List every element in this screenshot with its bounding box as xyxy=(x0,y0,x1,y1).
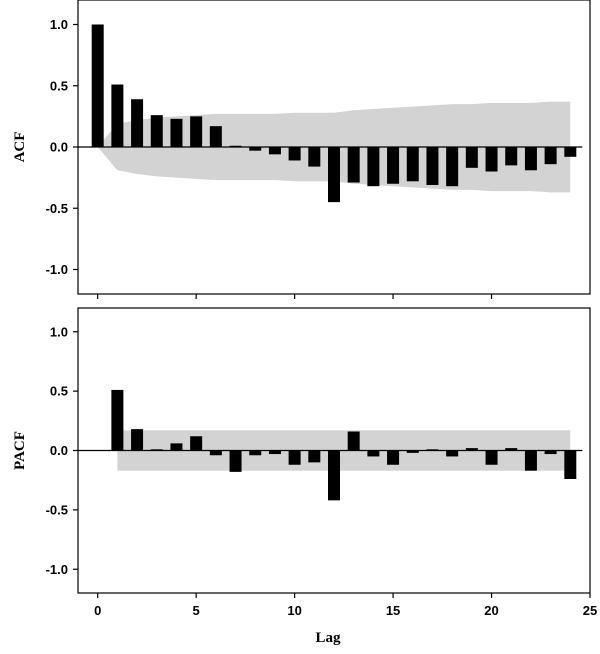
y-tick-label: -1.0 xyxy=(46,562,68,577)
bar-lag-10 xyxy=(288,147,301,161)
acf-bars xyxy=(91,24,577,203)
y-tick-label: 1.0 xyxy=(50,17,68,32)
acf-y-axis: 1.0 0.5 0.0 -0.5 -1.0 xyxy=(46,17,78,277)
bar-lag-13 xyxy=(347,431,360,451)
x-tick-label: 5 xyxy=(193,603,200,618)
bar-lag-14 xyxy=(367,450,380,457)
bar-lag-9 xyxy=(268,147,281,155)
y-tick-label: -0.5 xyxy=(46,502,68,517)
bar-lag-0 xyxy=(91,24,104,147)
bar-lag-14 xyxy=(367,147,380,187)
y-tick-label: 0.5 xyxy=(50,78,68,93)
bar-lag-18 xyxy=(446,147,459,187)
x-axis-title: Lag xyxy=(315,630,341,646)
bar-lag-1 xyxy=(111,389,124,451)
bar-lag-1 xyxy=(111,84,124,147)
acf-x-axis xyxy=(97,294,493,299)
acf-panel: 1.0 0.5 0.0 -0.5 -1.0 ACF xyxy=(12,0,591,299)
bar-lag-6 xyxy=(209,126,222,147)
y-tick-label: 0.5 xyxy=(50,384,68,399)
bar-lag-11 xyxy=(308,450,321,463)
y-tick-label: -0.5 xyxy=(46,201,68,216)
bar-lag-11 xyxy=(308,147,321,167)
acf-y-axis-title: ACF xyxy=(12,132,28,163)
bar-lag-6 xyxy=(209,450,222,456)
bar-lag-21 xyxy=(505,147,518,166)
bar-lag-20 xyxy=(485,147,498,172)
x-tick-label: 25 xyxy=(583,603,597,618)
bar-lag-2 xyxy=(131,429,144,451)
bar-lag-5 xyxy=(190,436,203,451)
bar-lag-7 xyxy=(229,145,242,147)
bar-lag-17 xyxy=(426,147,439,185)
bar-lag-15 xyxy=(387,147,400,184)
pacf-x-axis: 0 5 10 15 20 25 xyxy=(94,593,597,618)
pacf-y-axis: 1.0 0.5 0.0 -0.5 -1.0 xyxy=(46,324,78,577)
bar-lag-4 xyxy=(170,118,183,147)
bar-lag-21 xyxy=(505,448,518,451)
bar-lag-23 xyxy=(544,450,557,455)
bar-lag-23 xyxy=(544,147,557,165)
x-tick-label: 0 xyxy=(94,603,101,618)
y-tick-label: -1.0 xyxy=(46,262,68,277)
bar-lag-13 xyxy=(347,147,360,183)
bar-lag-22 xyxy=(524,450,537,471)
bar-lag-22 xyxy=(524,147,537,171)
bar-lag-2 xyxy=(131,99,144,147)
bar-lag-16 xyxy=(406,450,419,453)
bar-lag-18 xyxy=(446,450,459,457)
pacf-y-axis-title: PACF xyxy=(12,431,28,470)
bar-lag-8 xyxy=(249,147,262,151)
bar-lag-10 xyxy=(288,450,301,465)
bar-lag-20 xyxy=(485,450,498,465)
bar-lag-9 xyxy=(268,450,281,455)
bar-lag-15 xyxy=(387,450,400,465)
y-tick-label: 0.0 xyxy=(50,140,68,155)
bar-lag-24 xyxy=(564,147,577,157)
bar-lag-16 xyxy=(406,147,419,182)
bar-lag-3 xyxy=(150,115,163,147)
bar-lag-12 xyxy=(328,450,340,501)
pacf-panel: 1.0 0.5 0.0 -0.5 -1.0 0 5 10 15 20 25 PACF xyxy=(12,307,597,618)
x-tick-label: 10 xyxy=(287,603,301,618)
bar-lag-24 xyxy=(564,450,577,479)
bar-lag-5 xyxy=(190,116,203,147)
bar-lag-4 xyxy=(170,443,183,451)
pacf-bars xyxy=(111,389,577,501)
x-tick-label: 15 xyxy=(386,603,400,618)
y-tick-label: 1.0 xyxy=(50,324,68,339)
bar-lag-12 xyxy=(328,147,340,203)
bar-lag-19 xyxy=(465,448,478,451)
x-tick-label: 20 xyxy=(484,603,498,618)
bar-lag-7 xyxy=(229,450,242,472)
bar-lag-8 xyxy=(249,450,262,456)
y-tick-label: 0.0 xyxy=(50,443,68,458)
bar-lag-19 xyxy=(465,147,478,168)
